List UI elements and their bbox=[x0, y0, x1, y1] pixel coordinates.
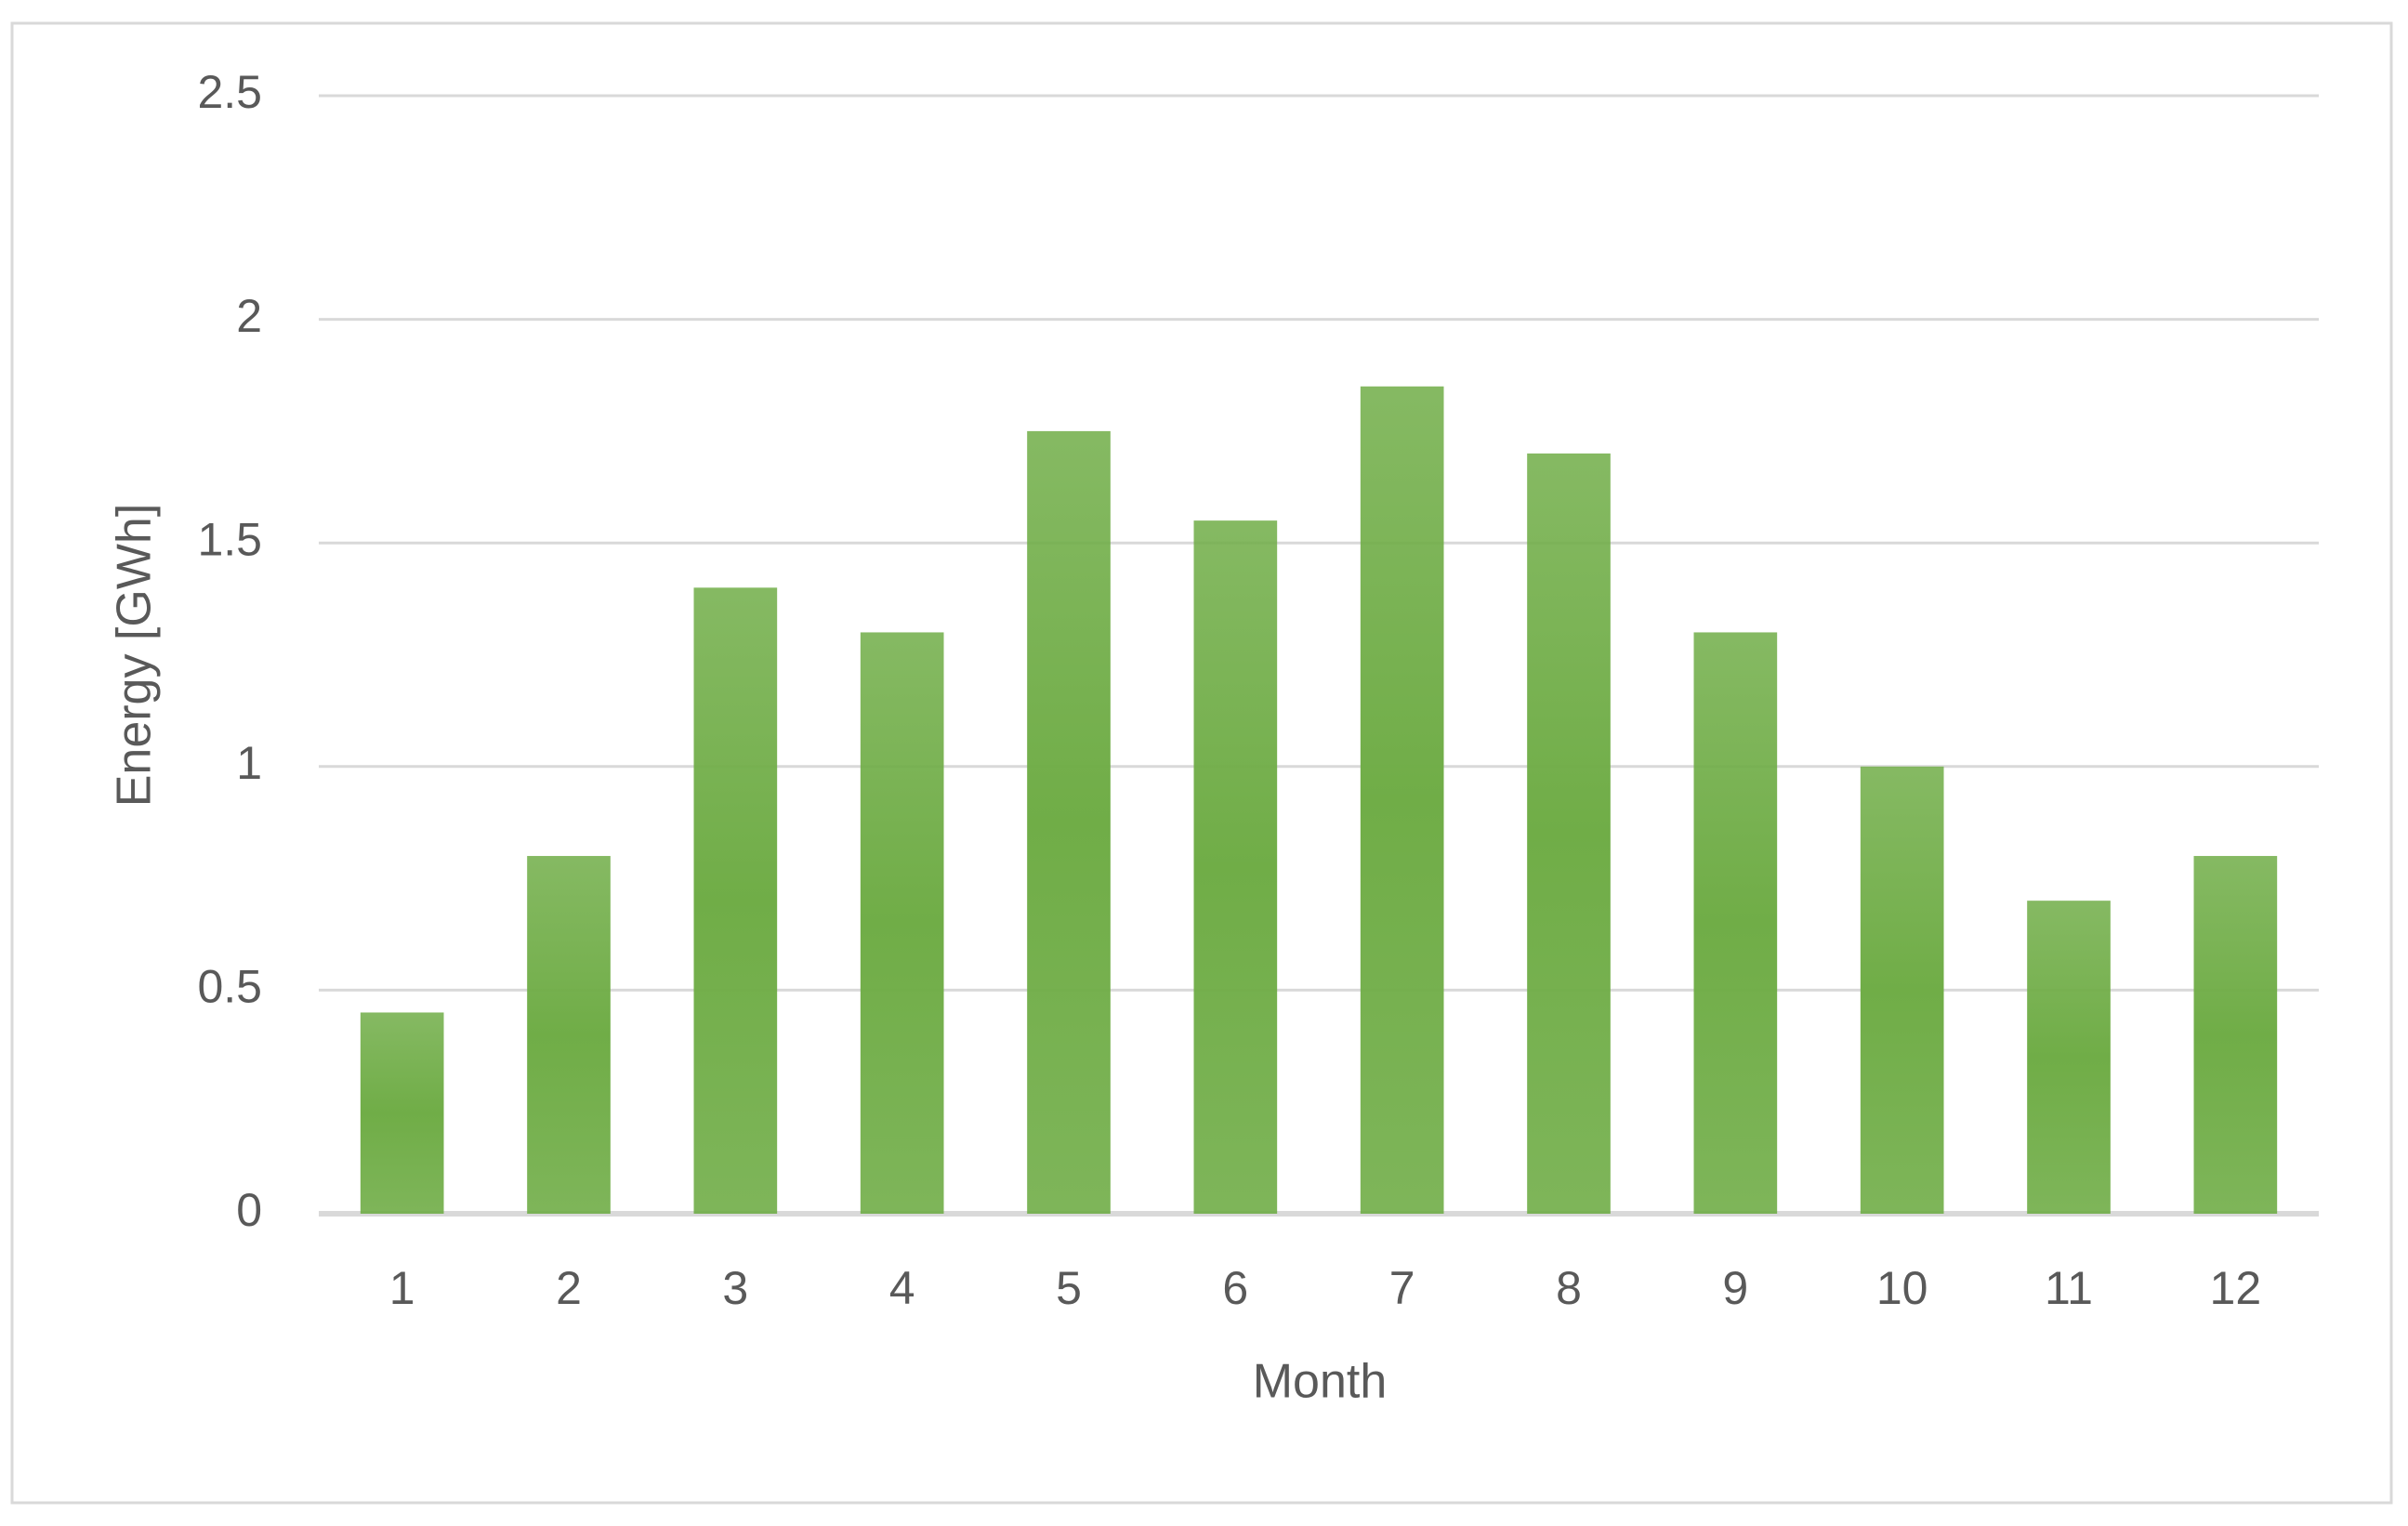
bar bbox=[1193, 520, 1278, 1214]
x-tick-label: 5 bbox=[1056, 1262, 1082, 1314]
bar bbox=[1527, 453, 1611, 1215]
y-axis-title: Energy [GWh] bbox=[108, 504, 162, 808]
x-tick-label: 2 bbox=[556, 1262, 582, 1314]
bar bbox=[2193, 856, 2278, 1214]
x-tick-label: 7 bbox=[1389, 1262, 1415, 1314]
bar bbox=[1027, 430, 1111, 1214]
bar bbox=[693, 587, 778, 1214]
x-tick-label: 6 bbox=[1222, 1262, 1248, 1314]
x-tick-label: 4 bbox=[889, 1262, 915, 1314]
bar bbox=[1860, 766, 1944, 1214]
bar bbox=[2027, 901, 2111, 1214]
y-tick-label: 1.5 bbox=[197, 513, 262, 565]
x-tick-label: 3 bbox=[722, 1262, 748, 1314]
bar bbox=[360, 1012, 444, 1214]
x-tick-label: 1 bbox=[389, 1262, 415, 1314]
x-tick-label: 9 bbox=[1722, 1262, 1748, 1314]
y-tick-label: 1 bbox=[236, 737, 262, 789]
x-tick-label: 12 bbox=[2210, 1262, 2262, 1314]
y-tick-label: 0 bbox=[236, 1184, 262, 1236]
y-tick-label: 2.5 bbox=[197, 66, 262, 118]
x-axis-title: Month bbox=[1253, 1355, 1388, 1409]
x-tick-label: 10 bbox=[1876, 1262, 1928, 1314]
y-tick-label: 0.5 bbox=[197, 961, 262, 1013]
y-tick-label: 2 bbox=[236, 290, 262, 342]
bar bbox=[1360, 386, 1444, 1214]
x-tick-label: 8 bbox=[1556, 1262, 1582, 1314]
bar bbox=[1693, 632, 1778, 1214]
bar bbox=[527, 856, 611, 1214]
bar bbox=[860, 632, 944, 1214]
x-tick-label: 11 bbox=[2045, 1262, 2093, 1314]
